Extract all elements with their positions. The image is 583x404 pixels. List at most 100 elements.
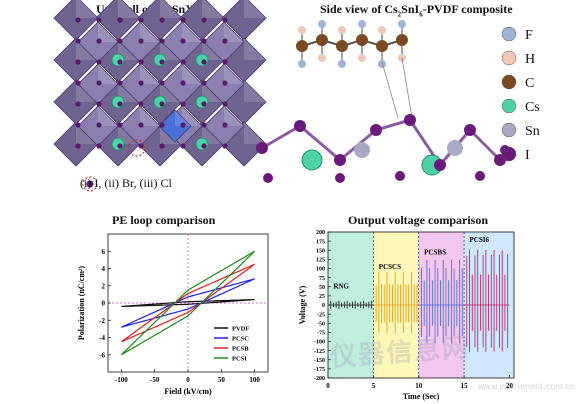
cs-atom [111,53,125,67]
octahedron-facet [140,64,160,84]
halide-atom [222,80,228,86]
legend-atom-label: C [525,76,534,91]
out-series-label: PCSCS [379,263,401,271]
halide-atom [201,143,207,149]
halide-atom [159,122,165,128]
halide-atom [138,59,144,65]
halide-atom [159,80,165,86]
pe-xtick-label: 100 [249,376,260,384]
octahedron-facet [182,106,202,126]
side-atom [358,20,366,28]
side-view-molecule [256,20,510,183]
iodine-atom [335,173,345,183]
watermark-url: www.instrument.com.cn [478,382,575,391]
out-ytick-label: 150 [316,248,325,254]
halide-atom [75,101,81,107]
pe-ytick-label: -4 [99,334,105,342]
halide-atom [180,101,186,107]
pe-loop-pvdf [121,298,255,308]
out-xlabel: Time (Sec) [403,392,440,401]
slab-bond [468,128,502,162]
out-ytick-label: 75 [319,276,325,282]
legend-atom-swatch [501,98,517,114]
halide-atom [117,80,123,86]
side-view-title: Side view of Cs2SnI6-PVDF composite [320,2,513,19]
cs-atom [153,95,167,109]
octahedron-facet [182,22,202,42]
out-series-label: PCSI6 [470,236,490,244]
halide-atom [96,143,102,149]
halide-atom [201,101,207,107]
octahedron-facet [175,110,191,126]
octahedron-facet [160,0,182,18]
halide-atom [180,122,186,128]
halide-atom [117,143,123,149]
halide-atom [180,143,186,149]
halide-atom [222,143,228,149]
halide-atom [138,101,144,107]
side-atom [298,60,306,68]
octahedron-facet [98,22,118,42]
octahedron-facet [76,0,98,18]
out-xtick-label: 15 [461,382,469,390]
interaction-line [381,61,399,119]
cs-atom [153,53,167,67]
pe-loop-pcsi [120,250,256,356]
halide-atom [159,59,165,65]
output-voltage-chart: 0 5 10 15 20 -200 -175 -150 -125 -100 -75 -50 -25 0 25… [298,230,515,401]
halide-atom [201,59,207,65]
halide-atom [75,17,81,23]
legend-atom-label: I [525,148,530,163]
out-ytick-label: 175 [316,239,325,245]
out-xtick-label: 20 [506,382,513,390]
iodine-atom [404,114,416,126]
iodine-atom [395,171,405,181]
halide-atom [222,59,228,65]
halide-atom [138,122,144,128]
side-atom [298,26,306,34]
pe-xtick-label: -100 [115,376,128,384]
octahedron-facet [244,0,266,18]
iodine-atom [475,171,485,181]
halide-atom [96,122,102,128]
carbon-atom [396,34,408,46]
pe-loop-pcsb [120,263,256,343]
halide-atom [222,38,228,44]
iodine-atom [434,159,446,171]
halide-atom [180,17,186,23]
side-atom [398,20,406,28]
out-ytick-label: -75 [317,331,325,337]
halide-atom [117,17,123,23]
iodine-atom [464,124,476,136]
atom-legend: FHC Cs Sn I [501,26,540,163]
pe-xtick-label: 50 [218,376,226,384]
halide-atom [159,143,165,149]
legend-atom-label: H [525,52,535,67]
halide-atom [159,38,165,44]
out-bg-tail [509,232,514,378]
octahedron-facet [224,64,244,84]
slab-bond [299,124,341,162]
halide-atom [117,59,123,65]
halide-atom [75,59,81,65]
out-ylabel: Voltage (V) [298,285,307,324]
pe-ytick-label: 0 [102,300,106,308]
octahedron-facet [98,106,118,126]
sn-atom [447,140,463,156]
legend-atom-label: Cs [525,100,540,115]
sn-atom [354,142,370,158]
octahedron-facet [224,106,244,126]
cs-atom [195,95,209,109]
out-xtick-label: 0 [326,382,330,390]
pe-ylabel: Polarization (nC/cm²) [77,266,86,340]
halide-atom [222,17,228,23]
pe-ytick-label: 4 [102,265,106,273]
side-atom [358,54,366,62]
halide-atom [117,38,123,44]
halide-atom [159,17,165,23]
side-atom [338,26,346,34]
legend-atom-swatch [501,74,517,90]
out-series-label: RNG [333,283,349,291]
octahedron-facet [118,0,140,18]
octahedron-facet [244,38,266,60]
